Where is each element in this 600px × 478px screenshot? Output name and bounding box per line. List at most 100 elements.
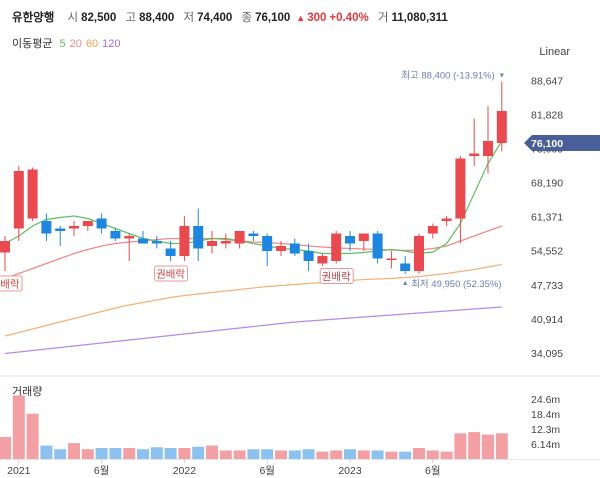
volume-tick-label: 12.3m xyxy=(531,424,560,436)
candle-body xyxy=(427,226,438,234)
annotation-text: 권배락 xyxy=(322,271,351,283)
high-label: 고 xyxy=(125,12,137,24)
open-label: 시 xyxy=(67,12,79,24)
ma20-legend[interactable]: 20 xyxy=(69,38,82,50)
candle-body xyxy=(496,111,507,143)
price-tick-label: 68,190 xyxy=(531,178,563,190)
volume-bar xyxy=(95,448,108,459)
x-tick-label: 2021 xyxy=(7,465,31,477)
low-value: 74,400 xyxy=(197,12,233,24)
candle-body xyxy=(358,233,369,241)
volume-bar xyxy=(482,434,494,459)
volume-bar xyxy=(150,447,163,459)
candle-body xyxy=(372,233,383,259)
candle-body xyxy=(345,236,355,244)
x-tick-label: 6월 xyxy=(425,465,441,477)
candle-body xyxy=(469,153,480,156)
candle-body xyxy=(13,171,24,229)
candle-body xyxy=(441,218,452,221)
annotation-box xyxy=(0,275,23,292)
volume-bar xyxy=(40,445,53,459)
price-tick-label: 88,647 xyxy=(531,75,563,87)
volume-bar xyxy=(68,443,80,459)
volume-tick-label: 6.14m xyxy=(531,439,560,451)
volume-label: 거 xyxy=(377,12,389,24)
annotation-box xyxy=(319,268,354,284)
change-arrow: ▲ xyxy=(296,13,306,23)
candle-body xyxy=(483,141,493,156)
price-tick-label: 34,095 xyxy=(531,348,563,360)
x-tick-label: 2023 xyxy=(338,465,362,477)
candle-body xyxy=(400,263,411,271)
volume-bar xyxy=(330,450,343,459)
volume-bar xyxy=(357,450,370,459)
volume-bar xyxy=(454,433,467,459)
open-value: 82,500 xyxy=(81,12,117,24)
candle-body xyxy=(276,246,286,251)
candle-body xyxy=(55,228,66,231)
stock-name: 유한양행 xyxy=(12,12,55,24)
volume-bar xyxy=(219,450,232,459)
candle-body xyxy=(289,243,300,254)
volume-bar xyxy=(426,450,439,459)
annotation-box xyxy=(154,265,189,282)
volume-bar xyxy=(54,449,67,459)
candle-body xyxy=(317,256,328,264)
candle-body xyxy=(27,169,38,219)
change-value: 300 xyxy=(307,12,327,24)
volume-bar xyxy=(344,449,356,459)
ex-rights-annotation: 권배락 xyxy=(319,268,354,284)
ma-legend-label: 이동평균 xyxy=(12,38,53,50)
low-marker-label: 최저 49,950 (52.35%) xyxy=(411,279,501,290)
candle-body xyxy=(69,226,79,229)
price-tick-label: 40,914 xyxy=(531,314,563,326)
x-tick-label: 6월 xyxy=(259,465,275,477)
candle-body xyxy=(193,226,204,249)
candle-body xyxy=(124,236,135,239)
ma60-legend[interactable]: 60 xyxy=(85,38,99,50)
candle-body xyxy=(110,231,121,239)
candle-body xyxy=(82,221,93,226)
price-header: 유한양행 시 82,500 고 88,400 저 74,400 종 76,100 ▲ 300… xyxy=(12,9,454,25)
volume-bar xyxy=(399,451,412,459)
ma120-legend[interactable]: 120 xyxy=(102,38,121,50)
ex-rights-annotation: 권배락 xyxy=(154,265,189,282)
volume-bar xyxy=(26,413,39,459)
volume-bar xyxy=(137,449,149,459)
change-percent: +0.40% xyxy=(329,12,369,24)
candle-body xyxy=(165,248,176,256)
volume-tick-label: 18.4m xyxy=(531,409,560,421)
candle-body xyxy=(207,241,217,246)
moving-average-legend[interactable]: 이동평균 5 20 60 120 xyxy=(12,35,125,51)
volume-bar xyxy=(247,449,260,459)
volume-bar xyxy=(302,449,315,459)
volume-bar xyxy=(123,448,136,459)
ma5-legend[interactable]: 5 xyxy=(59,38,66,50)
scale-toggle[interactable]: Linear xyxy=(539,46,570,58)
volume-bar xyxy=(385,451,398,459)
price-tick-label: 61,371 xyxy=(531,212,563,224)
price-tick-label: 81,828 xyxy=(531,109,563,121)
candle-body xyxy=(179,226,190,256)
volume-bar xyxy=(413,448,425,459)
candle-body xyxy=(151,241,162,244)
candle-body xyxy=(96,218,107,229)
candle-body xyxy=(0,241,10,253)
candle-body xyxy=(220,241,231,244)
volume-bar xyxy=(275,450,287,459)
candle-body xyxy=(41,221,52,234)
close-label: 종 xyxy=(241,12,253,24)
volume-bar xyxy=(371,450,384,459)
volume-bar xyxy=(468,432,481,459)
close-value: 76,100 xyxy=(255,12,291,24)
x-tick-label: 6월 xyxy=(94,465,110,477)
volume-bar xyxy=(0,437,11,459)
candle-body xyxy=(303,251,314,261)
volume-bar xyxy=(178,448,191,459)
volume-bar xyxy=(109,448,122,459)
volume-bar xyxy=(164,448,177,459)
volume-bar xyxy=(12,395,25,459)
volume-bar xyxy=(316,451,329,459)
candle-body xyxy=(455,158,466,219)
